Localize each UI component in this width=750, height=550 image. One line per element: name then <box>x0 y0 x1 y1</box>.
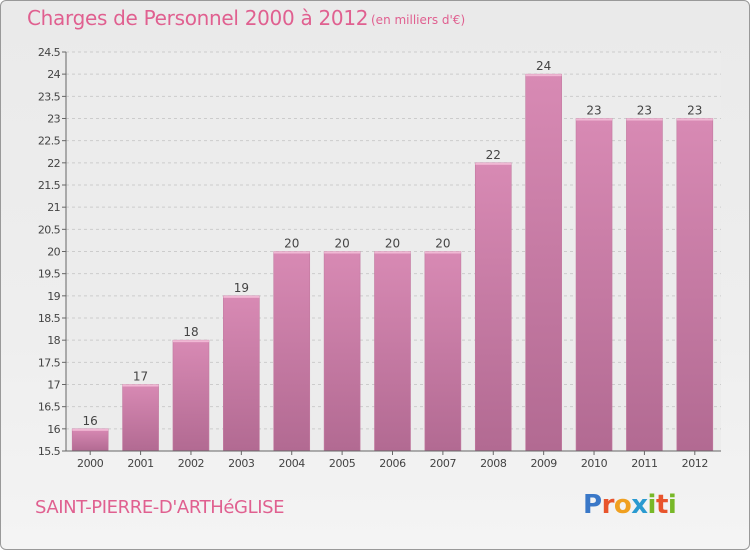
data-label: 23 <box>586 104 601 118</box>
logo-letter: t <box>655 490 668 520</box>
bar-2012 <box>676 118 714 452</box>
data-label: 18 <box>183 325 198 339</box>
data-label: 16 <box>83 414 98 428</box>
bar-highlight <box>273 251 310 254</box>
bar-2005 <box>323 251 361 452</box>
bar-2003 <box>223 295 260 452</box>
data-label: 20 <box>385 237 400 251</box>
y-tick-label: 20.5 <box>38 223 61 236</box>
y-tick-label: 16.5 <box>38 401 61 414</box>
logo-letter: r <box>601 490 615 520</box>
x-tick-label: 2006 <box>379 457 406 470</box>
y-tick-label: 23.5 <box>38 90 61 103</box>
x-tick-label: 2011 <box>631 457 657 470</box>
x-tick-label: 2002 <box>178 457 204 470</box>
bar-2002 <box>172 339 210 452</box>
x-tick-label: 2005 <box>329 457 356 470</box>
data-label: 20 <box>334 237 349 251</box>
x-tick-label: 2003 <box>228 457 255 470</box>
bar-2009 <box>525 73 562 452</box>
y-tick-label: 20 <box>47 246 60 259</box>
logo-letter: o <box>613 490 632 520</box>
x-tick-label: 2008 <box>480 457 507 470</box>
bar-highlight <box>475 162 512 165</box>
chart-title: Charges de Personnel 2000 à 2012 <box>27 6 369 30</box>
data-label: 20 <box>284 237 299 251</box>
bar-highlight <box>122 384 159 387</box>
x-tick-label: 2000 <box>77 457 104 470</box>
data-label: 23 <box>637 104 652 118</box>
bar-2006 <box>374 251 411 452</box>
logo-letter: i <box>647 490 657 520</box>
y-tick-label: 23 <box>47 113 60 126</box>
data-label: 24 <box>536 59 551 73</box>
bar-2010 <box>575 118 613 452</box>
data-label: 17 <box>133 370 148 384</box>
bar-highlight <box>72 428 109 431</box>
logo-letter: x <box>631 490 648 520</box>
x-tick-label: 2004 <box>279 457 306 470</box>
y-tick-label: 21.5 <box>38 179 61 192</box>
x-tick-label: 2010 <box>581 457 608 470</box>
bar-2007 <box>424 251 462 452</box>
bar-highlight <box>424 251 461 254</box>
y-tick-label: 17 <box>47 379 60 392</box>
bar-highlight <box>172 340 209 343</box>
bar-2008 <box>474 162 512 452</box>
y-tick-label: 15.5 <box>38 445 61 458</box>
bar-highlight <box>223 295 260 298</box>
x-tick-label: 2009 <box>530 457 557 470</box>
bar-highlight <box>676 118 713 121</box>
bar-highlight <box>374 251 411 254</box>
y-tick-label: 24 <box>47 68 60 81</box>
x-tick-label: 2001 <box>127 457 153 470</box>
bar-2004 <box>273 251 311 452</box>
bar-2001 <box>122 384 159 452</box>
x-tick-label: 2007 <box>430 457 457 470</box>
y-tick-label: 18 <box>47 334 60 347</box>
data-label: 20 <box>435 237 450 251</box>
logo-letter: i <box>667 490 677 520</box>
commune-name: SAINT-PIERRE-D'ARTHéGLISE <box>35 497 285 518</box>
logo-letter: P <box>583 490 602 520</box>
bar-highlight <box>525 74 562 77</box>
bar-highlight <box>576 118 613 121</box>
bars: 16 17 18 19 20 20 20 20 22 24 23 23 23 <box>71 59 714 452</box>
y-tick-label: 19 <box>47 290 60 303</box>
bar-highlight <box>626 118 663 121</box>
y-tick-label: 21 <box>47 201 60 214</box>
data-label: 22 <box>486 148 501 162</box>
bar-2000 <box>71 428 109 452</box>
y-tick-label: 17.5 <box>38 356 61 369</box>
chart-subtitle: (en milliers d'€) <box>371 13 466 27</box>
bar-2011 <box>626 118 663 452</box>
y-tick-label: 22 <box>47 157 60 170</box>
data-label: 23 <box>687 104 702 118</box>
bar-highlight <box>324 251 361 254</box>
x-tick-label: 2012 <box>682 457 708 470</box>
y-tick-label: 19.5 <box>38 268 61 281</box>
proxiti-logo: Proxiti <box>583 490 677 520</box>
y-tick-label: 16 <box>47 423 60 436</box>
y-tick-label: 24.5 <box>38 46 61 59</box>
y-tick-label: 22.5 <box>38 135 61 148</box>
axes: 15.5 16 16.5 17 17.5 18 18.5 19 19.5 20 20.5 21 21.5… <box>38 46 721 470</box>
data-label: 19 <box>234 281 249 295</box>
y-tick-label: 18.5 <box>38 312 61 325</box>
